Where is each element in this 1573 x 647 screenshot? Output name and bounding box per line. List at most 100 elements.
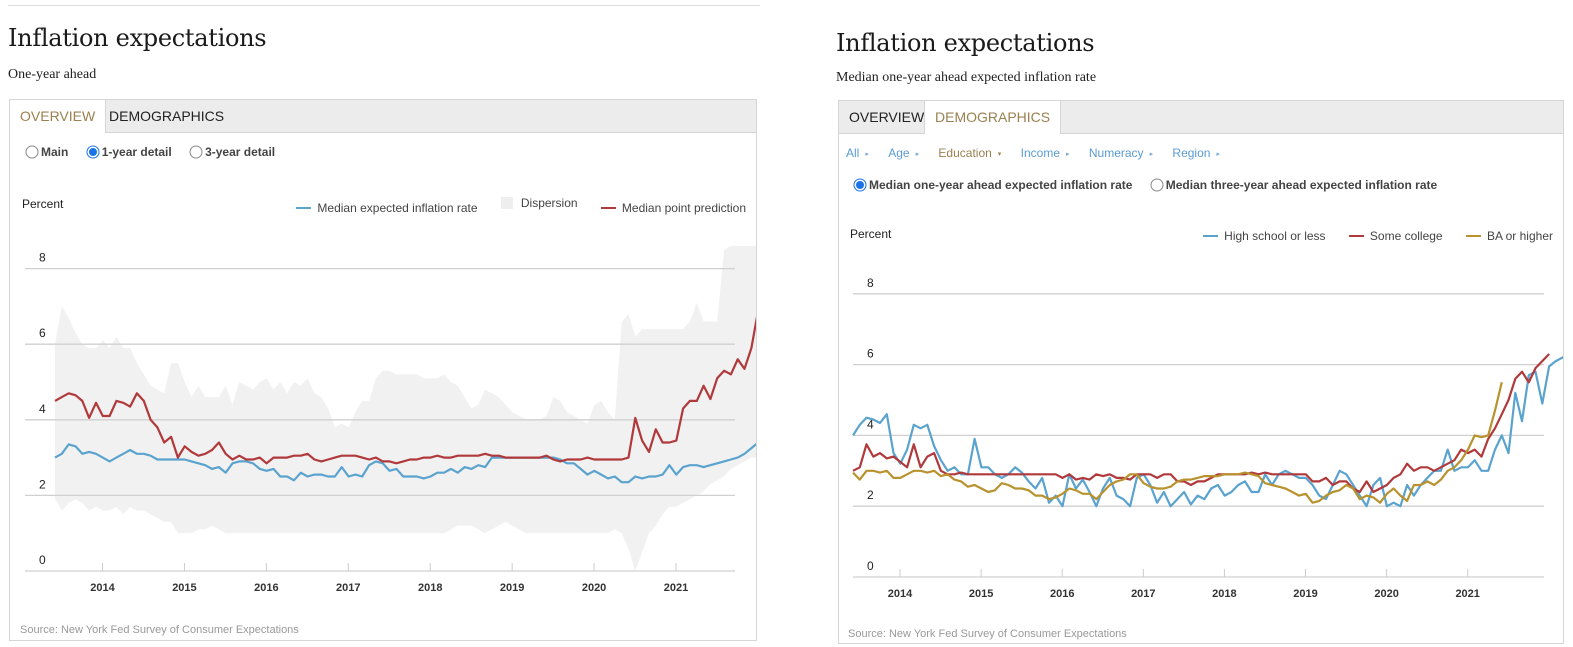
- tab-demographics[interactable]: DEMOGRAPHICS: [109, 108, 225, 124]
- x-tick-label: 2018: [418, 582, 442, 594]
- radio-one-year[interactable]: Median one-year ahead expected inflation…: [853, 178, 1132, 192]
- tab-demographics[interactable]: DEMOGRAPHICS: [924, 101, 1062, 134]
- y-tick-label: 8: [867, 276, 874, 290]
- filter-label: Income: [1020, 146, 1061, 160]
- x-tick-label: 2021: [1455, 588, 1479, 600]
- legend-label: Some college: [1369, 229, 1443, 243]
- legend-item-median-point[interactable]: Median point prediction: [600, 201, 746, 215]
- x-tick-label: 2019: [1293, 588, 1317, 600]
- tab-bar: OVERVIEW DEMOGRAPHICS: [839, 101, 1563, 134]
- caret-right-icon: ▸: [1149, 150, 1154, 158]
- y-axis-title: Percent: [22, 197, 64, 211]
- legend-label: Dispersion: [520, 196, 578, 210]
- x-tick-label: 2017: [336, 582, 360, 594]
- radio-main[interactable]: Main: [25, 145, 68, 159]
- radio-3-year-detail[interactable]: 3-year detail: [189, 145, 275, 159]
- y-tick-label: 0: [39, 553, 46, 567]
- radio-checked-icon: [86, 145, 100, 159]
- series-line-ba-or-higher: [852, 382, 1503, 504]
- y-tick-label: 2: [39, 477, 46, 491]
- top-divider: [8, 5, 760, 6]
- radio-unchecked-icon: [25, 145, 39, 159]
- legend-item-high-school[interactable]: High school or less: [1203, 229, 1326, 243]
- series-line-some-college: [852, 353, 1550, 494]
- filter-numeracy[interactable]: Numeracy ▸: [1089, 146, 1153, 160]
- y-tick-label: 0: [867, 559, 874, 573]
- x-tick-label: 2019: [500, 582, 524, 594]
- demographic-filter-nav: All ▸ Age ▸ Education ▾ Income ▸ Numeracy ▸ R…: [846, 146, 1236, 160]
- filter-education[interactable]: Education ▾: [938, 146, 1001, 160]
- radio-1-year-detail[interactable]: 1-year detail: [86, 145, 172, 159]
- page-subtitle: One-year ahead: [8, 67, 97, 82]
- chart-overview-plot: 0 2 4 6 8 2014 2015 2016 2017 2018 2019 2020 2021: [25, 245, 756, 594]
- x-tick-label: 2020: [1374, 588, 1398, 600]
- y-tick-label: 4: [867, 417, 874, 431]
- x-tick-label: 2016: [1050, 588, 1074, 600]
- horizon-radio-group: Median one-year ahead expected inflation…: [853, 178, 1451, 195]
- caret-right-icon: ▸: [915, 150, 920, 158]
- caret-right-icon: ▸: [1066, 150, 1070, 158]
- legend-swatch: [1465, 235, 1481, 237]
- chart-container: OVERVIEW DEMOGRAPHICS All ▸ Age ▸ Educatio…: [838, 100, 1564, 644]
- y-tick-label: 6: [867, 347, 874, 361]
- filter-label: Numeracy: [1088, 146, 1144, 160]
- page-subtitle: Median one-year ahead expected inflation…: [836, 70, 1097, 85]
- legend-item-some-college[interactable]: Some college: [1348, 229, 1443, 243]
- radio-label: Median one-year ahead expected inflation…: [869, 178, 1133, 192]
- legend-item-median-expected[interactable]: Median expected inflation rate: [296, 201, 478, 215]
- legend-item-ba-or-higher[interactable]: BA or higher: [1465, 229, 1553, 243]
- x-tick-label: 2020: [582, 582, 606, 594]
- legend-item-dispersion[interactable]: Dispersion: [500, 196, 578, 210]
- x-tick-label: 2016: [254, 582, 278, 594]
- dispersion-area: [55, 245, 756, 571]
- caret-right-icon: ▸: [1216, 150, 1220, 158]
- filter-label: Age: [888, 146, 910, 160]
- x-tick-label: 2014: [90, 582, 115, 594]
- filter-all[interactable]: All ▸: [846, 146, 869, 160]
- caret-right-icon: ▸: [865, 150, 869, 158]
- chart-container: OVERVIEW DEMOGRAPHICS Main 1-year detail…: [9, 99, 757, 641]
- series-line-median-expected-inflation-rate: [54, 442, 756, 484]
- tab-overview[interactable]: OVERVIEW: [9, 100, 107, 133]
- filter-region[interactable]: Region ▸: [1172, 146, 1220, 160]
- chart-legend: Median expected inflation rate Dispersio…: [276, 196, 746, 215]
- y-axis-title: Percent: [850, 227, 892, 241]
- radio-label: Main: [41, 145, 69, 159]
- legend-swatch: [600, 207, 616, 209]
- source-note: Source: New York Fed Survey of Consumer …: [20, 624, 299, 636]
- y-tick-label: 2: [867, 488, 874, 502]
- legend-swatch: [500, 197, 513, 209]
- x-tick-label: 2015: [969, 588, 993, 600]
- radio-three-year[interactable]: Median three-year ahead expected inflati…: [1150, 178, 1437, 192]
- filter-label: All: [846, 146, 860, 160]
- filter-income[interactable]: Income ▸: [1021, 146, 1070, 160]
- series-line-high-school-or-less: [852, 356, 1563, 508]
- radio-label: 3-year detail: [205, 145, 276, 159]
- radio-unchecked-icon: [189, 145, 203, 159]
- filter-label: Region: [1172, 146, 1211, 160]
- legend-label: Median point prediction: [621, 201, 746, 215]
- x-tick-label: 2015: [172, 582, 196, 594]
- tab-bar: OVERVIEW DEMOGRAPHICS: [9, 100, 756, 133]
- tab-overview[interactable]: OVERVIEW: [849, 109, 925, 125]
- legend-label: Median expected inflation rate: [317, 201, 478, 215]
- filter-label: Education: [938, 146, 992, 160]
- page-title: Inflation expectations: [8, 24, 267, 52]
- page-title: Inflation expectations: [836, 29, 1095, 57]
- radio-unchecked-icon: [1150, 178, 1164, 192]
- y-tick-label: 6: [39, 326, 46, 340]
- legend-label: High school or less: [1224, 229, 1326, 243]
- x-tick-label: 2021: [664, 582, 688, 594]
- x-tick-label: 2017: [1131, 588, 1155, 600]
- series-line-median-point-prediction: [54, 316, 756, 465]
- source-note: Source: New York Fed Survey of Consumer …: [848, 628, 1127, 640]
- filter-age[interactable]: Age ▸: [888, 146, 919, 160]
- x-tick-label: 2014: [888, 588, 913, 600]
- legend-label: BA or higher: [1486, 229, 1553, 243]
- y-tick-label: 8: [39, 251, 46, 265]
- view-radio-group: Main 1-year detail 3-year detail: [25, 145, 289, 162]
- y-tick-label: 4: [39, 402, 46, 416]
- legend-swatch: [1348, 235, 1364, 237]
- legend-swatch: [296, 207, 312, 209]
- radio-label: 1-year detail: [101, 145, 172, 159]
